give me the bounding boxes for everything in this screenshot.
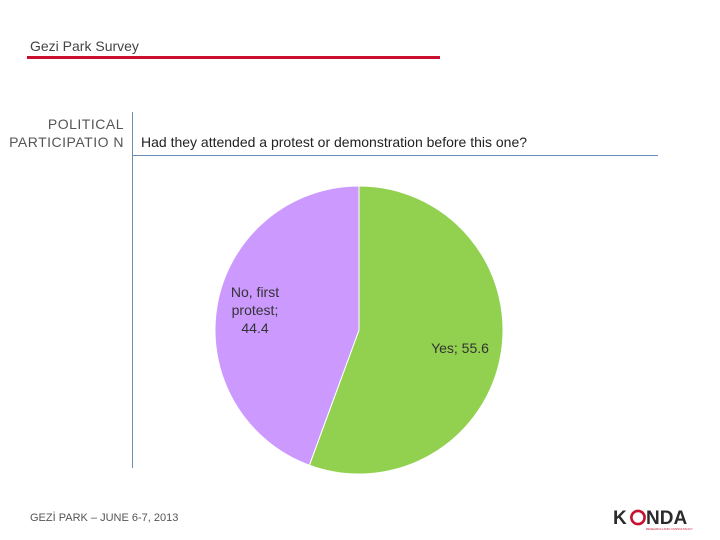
logo-subtitle: RESEARCH AND CONSULTANCY xyxy=(646,527,693,531)
question-text: Had they attended a protest or demonstra… xyxy=(141,134,528,150)
section-label-text: POLITICAL PARTICIPATIO N xyxy=(9,116,124,150)
data-label-no-line-2: protest; xyxy=(232,302,279,318)
logo-letters-nda: NDA xyxy=(646,508,687,529)
vertical-divider xyxy=(132,112,133,468)
konda-logo: K NDA RESEARCH AND CONSULTANCY xyxy=(613,508,693,531)
pie-slice-yes xyxy=(308,185,504,475)
title-underline xyxy=(27,56,440,59)
section-label: POLITICAL PARTICIPATIO N xyxy=(8,115,124,151)
logo-letter-k: K xyxy=(613,508,627,529)
footer-text: GEZİ PARK – JUNE 6-7, 2013 xyxy=(30,512,179,524)
pie-slice-no xyxy=(214,185,360,466)
data-label-no-line-1: No, first xyxy=(231,284,279,300)
data-label-yes: Yes; 55.6 xyxy=(431,340,489,356)
page-title: Gezi Park Survey xyxy=(30,38,139,54)
data-label-no-line-3: 44.4 xyxy=(241,320,268,336)
logo-ring-icon xyxy=(630,509,646,526)
horizontal-divider xyxy=(132,155,658,156)
